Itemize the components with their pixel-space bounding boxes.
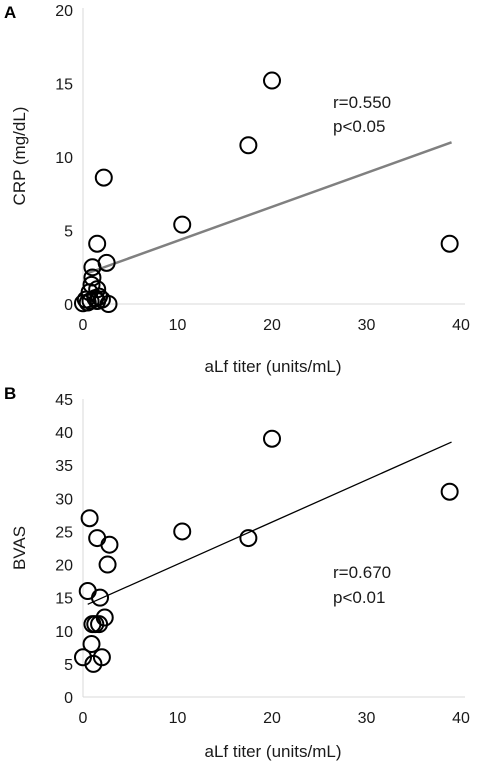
panel-b-y-ticks: 0 5 10 15 20 25 30 35 40 45	[55, 392, 73, 707]
panel-b-y-tick-label: 45	[55, 392, 73, 409]
panel-a-trendline	[87, 141, 452, 275]
panel-b-y-label: BVAS	[10, 526, 29, 570]
panel-b-y-tick-label: 40	[55, 425, 73, 442]
panel-a-y-label: CRP (mg/dL)	[10, 107, 29, 206]
panel-a-y-tick-label: 15	[55, 77, 73, 94]
panel-a-x-ticks: 0 10 20 30 40	[79, 317, 470, 334]
panel-a-data-point	[94, 168, 113, 187]
panel-b-x-tick-label: 20	[263, 710, 281, 727]
panel-b-x-tick-label: 0	[79, 710, 88, 727]
panel-a-points	[74, 71, 459, 313]
panel-b-x-label: aLf titer (units/mL)	[205, 742, 342, 761]
panel-a-y-tick-label: 10	[55, 150, 73, 167]
panel-b-y-tick-label: 25	[55, 524, 73, 541]
panel-b-data-point	[88, 529, 107, 548]
panel-a-data-point	[239, 136, 258, 155]
panel-a-y-ticks: 0 5 10 15 20	[55, 3, 73, 314]
panel-a-data-point	[440, 234, 459, 253]
panel-b-letter: B	[4, 384, 16, 403]
panel-b-y-tick-label: 20	[55, 558, 73, 575]
panel-b-p-value: p<0.01	[333, 588, 385, 607]
panel-b-x-ticks: 0 10 20 30 40	[79, 710, 470, 727]
panel-b-y-tick-label: 30	[55, 491, 73, 508]
panel-a: A 0 5 10 15 20 0 10 20 30 40 r=0.550 p<0.05 aLf …	[4, 3, 470, 376]
panel-b-data-point	[92, 648, 111, 667]
panel-a-data-point	[99, 295, 118, 313]
panel-b-y-tick-label: 15	[55, 591, 73, 608]
panel-a-x-tick-label: 10	[169, 317, 187, 334]
panel-b-x-tick-label: 10	[169, 710, 187, 727]
panel-b-data-point	[98, 555, 117, 574]
panel-b-y-tick-label: 0	[64, 690, 73, 707]
panel-b-data-point	[239, 529, 258, 548]
panel-b-y-tick-label: 10	[55, 624, 73, 641]
panel-b-data-point	[82, 635, 101, 654]
panel-b-r-value: r=0.670	[333, 563, 391, 582]
panel-b-data-point	[440, 482, 459, 501]
panel-a-x-tick-label: 0	[79, 317, 88, 334]
panel-b-trendline	[87, 441, 452, 605]
panel-b-data-point	[100, 535, 119, 554]
panel-a-data-point	[263, 71, 281, 90]
panel-b-data-point	[263, 429, 281, 448]
panel-a-y-tick-label: 20	[55, 3, 73, 20]
panel-b-y-tick-label: 35	[55, 458, 73, 475]
panel-b-data-point	[91, 588, 110, 607]
panel-a-data-point	[97, 253, 116, 272]
panel-b-points	[74, 429, 459, 673]
panel-a-data-point	[173, 215, 192, 234]
panel-a-y-tick-label: 5	[64, 224, 73, 241]
panel-b-x-tick-label: 40	[452, 710, 470, 727]
panel-a-r-value: r=0.550	[333, 93, 391, 112]
panel-b: B 0 5 10 15 20 25 30 35 40 45 0 10 20 30 40 r=0.670 p…	[4, 384, 470, 761]
panel-a-data-point	[83, 268, 102, 287]
panel-b-data-point	[95, 608, 114, 627]
panel-a-letter: A	[4, 3, 16, 22]
panel-b-data-point	[173, 522, 192, 541]
panel-b-y-tick-label: 5	[64, 657, 73, 674]
panel-b-data-point	[90, 615, 109, 634]
panel-a-data-point	[88, 280, 107, 299]
panel-b-x-tick-label: 30	[358, 710, 376, 727]
panel-a-data-point	[88, 234, 107, 253]
panel-a-x-label: aLf titer (units/mL)	[205, 357, 342, 376]
panel-a-y-tick-label: 0	[64, 297, 73, 314]
panel-b-data-point	[78, 582, 97, 601]
panel-a-x-tick-label: 40	[452, 317, 470, 334]
panel-a-x-tick-label: 30	[358, 317, 376, 334]
panel-a-x-tick-label: 20	[263, 317, 281, 334]
panel-a-p-value: p<0.05	[333, 117, 385, 136]
panel-b-data-point	[80, 509, 99, 528]
